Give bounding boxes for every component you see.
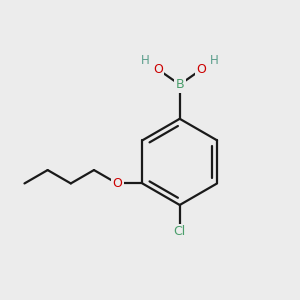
Text: H: H [141, 54, 150, 67]
Text: O: O [197, 63, 207, 76]
Text: B: B [176, 78, 184, 91]
Text: O: O [153, 63, 163, 76]
Text: O: O [112, 177, 122, 190]
Text: H: H [209, 54, 218, 67]
Text: Cl: Cl [174, 225, 186, 238]
